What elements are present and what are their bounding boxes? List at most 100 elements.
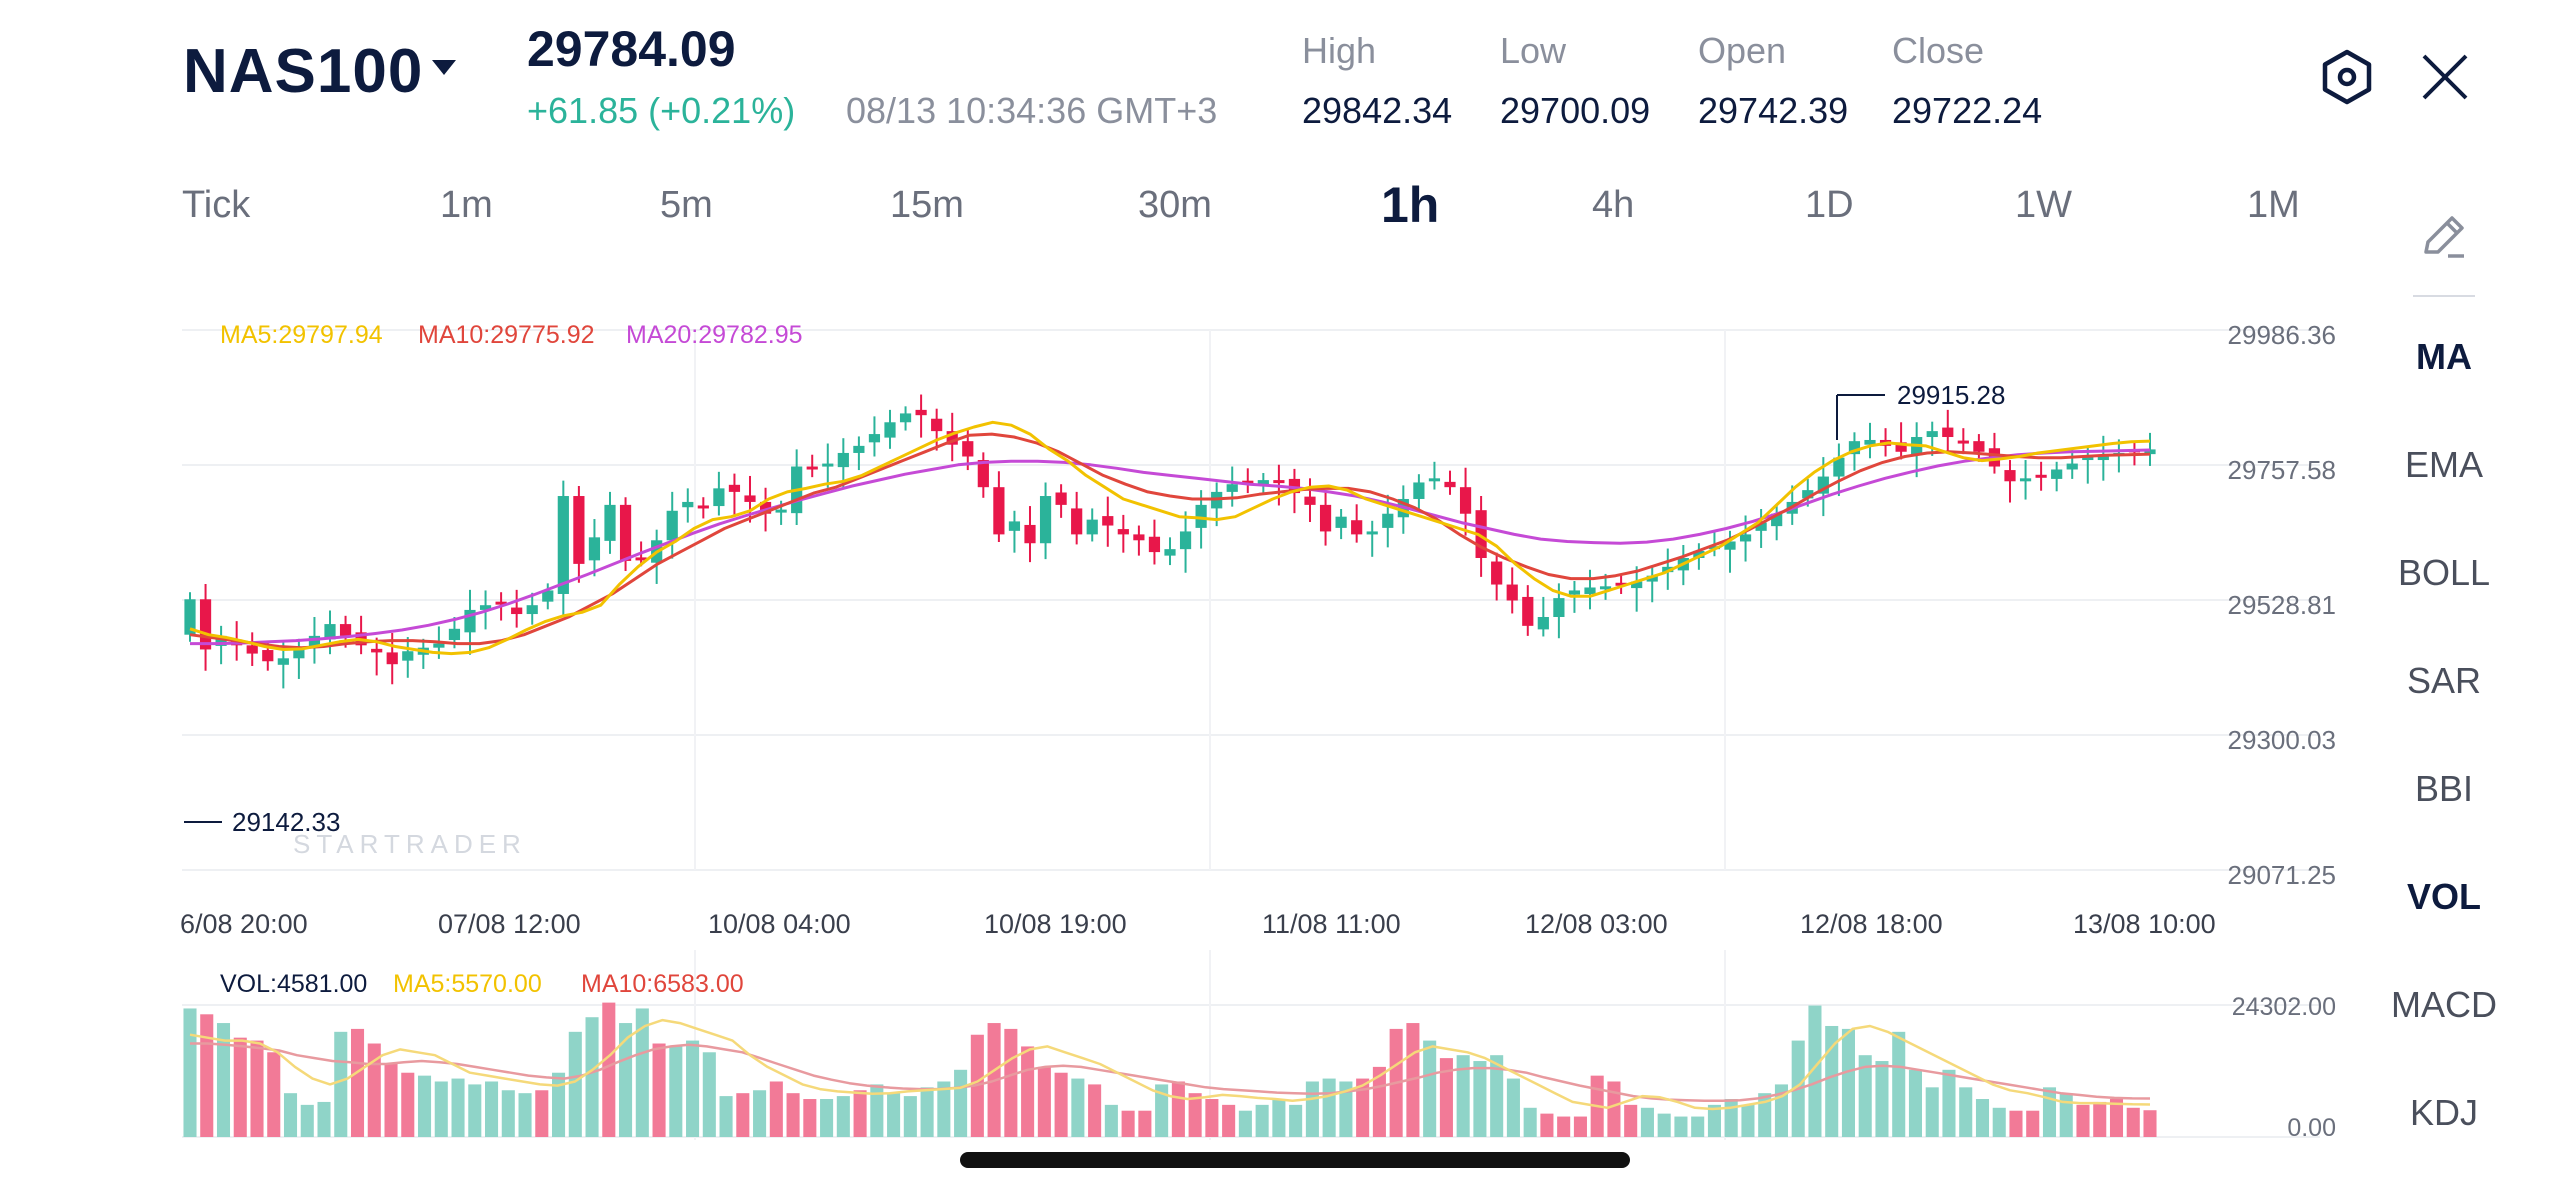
volume-bar (1959, 1087, 1973, 1137)
vol-y-tick-max: 24302.00 (2232, 993, 2336, 1021)
volume-bar (1255, 1104, 1269, 1137)
candle-body (1335, 516, 1347, 528)
candle-body (1491, 561, 1503, 585)
price-chart[interactable]: STARTRADER MA5:29797.94 MA10:29775.92 MA… (180, 300, 2340, 940)
x-tick-label: 10/08 04:00 (708, 909, 851, 939)
volume-bar (1456, 1055, 1470, 1137)
hexagon-settings-icon[interactable] (2318, 48, 2376, 106)
tab-30m[interactable]: 30m (1138, 184, 1212, 226)
indicator-vol[interactable]: VOL (2406, 876, 2481, 917)
candle-body (262, 650, 274, 662)
candle-body (1195, 504, 1207, 528)
home-indicator (960, 1152, 1630, 1168)
volume-bar (1490, 1055, 1504, 1137)
volume-bar (434, 1081, 448, 1137)
candle-body (1755, 522, 1767, 531)
x-tick-label: 12/08 18:00 (1800, 909, 1943, 939)
candle-body (1864, 439, 1876, 445)
tab-1d[interactable]: 1D (1805, 184, 1854, 226)
volume-bar (2026, 1110, 2040, 1137)
volume-bar (1892, 1031, 1906, 1137)
current-price: 29784.09 (527, 21, 736, 77)
volume-bar (870, 1084, 884, 1137)
candle-body (526, 605, 538, 615)
tab-15m[interactable]: 15m (890, 184, 964, 226)
indicator-ema[interactable]: EMA (2404, 444, 2483, 485)
y-tick-label: 29300.03 (2228, 725, 2336, 755)
volume-bar (903, 1096, 917, 1137)
tab-5m[interactable]: 5m (660, 184, 713, 226)
volume-bar (652, 1043, 666, 1137)
x-tick-label: 07/08 12:00 (438, 909, 581, 939)
candle-body (635, 557, 647, 561)
candle-body (588, 537, 601, 561)
candle-body (433, 643, 445, 648)
indicator-macd[interactable]: MACD (2391, 984, 2497, 1025)
volume-bar (1942, 1069, 1956, 1137)
candle-body (1226, 484, 1238, 492)
indicator-boll[interactable]: BOLL (2397, 552, 2491, 593)
indicator-ma[interactable]: MA (2416, 336, 2472, 377)
candle-body (1242, 480, 1254, 484)
tab-tick[interactable]: Tick (182, 184, 251, 226)
symbol-selector[interactable]: NAS100 (183, 37, 424, 106)
candle-body (1459, 487, 1472, 514)
volume-bar (1540, 1113, 1554, 1137)
volume-bar (233, 1037, 247, 1137)
volume-bar (1372, 1066, 1386, 1137)
candle-body (604, 504, 616, 541)
tab-1h[interactable]: 1h (1381, 177, 1440, 233)
candle-body (1413, 482, 1425, 499)
vol-legend: VOL:4581.00 (220, 970, 367, 998)
candle-body (495, 601, 507, 605)
indicator-kdj[interactable]: KDJ (2409, 1092, 2478, 1133)
pencil-icon[interactable] (2418, 210, 2470, 262)
volume-bar (2143, 1110, 2157, 1137)
indicator-bbi[interactable]: BBI (2414, 768, 2474, 809)
candle-body (1802, 490, 1814, 499)
indicator-sar[interactable]: SAR (2406, 660, 2482, 701)
candle-body (2097, 454, 2109, 461)
candle-body (1631, 581, 1643, 589)
candle-body (2066, 463, 2078, 470)
volume-bar (1724, 1099, 1738, 1137)
candle-body (1584, 587, 1596, 594)
candle-body (1646, 575, 1658, 582)
chevron-down-icon[interactable] (432, 60, 456, 75)
volume-bar (887, 1093, 901, 1137)
candle-body (199, 599, 212, 650)
volume-chart[interactable]: VOL:4581.00 MA5:5570.00 MA10:6583.00 243… (180, 950, 2340, 1150)
candle-body (246, 645, 258, 654)
volume-bar (518, 1093, 532, 1137)
candle-body (946, 431, 958, 445)
tab-1m[interactable]: 1m (440, 184, 493, 226)
x-tick-label: 12/08 03:00 (1525, 909, 1668, 939)
tab-1mo[interactable]: 1M (2247, 184, 2300, 226)
y-tick-label: 29528.81 (2228, 590, 2336, 620)
candle-body (573, 496, 585, 564)
candle-body (1599, 586, 1612, 590)
volume-bar (501, 1090, 515, 1137)
volume-bar (350, 1028, 365, 1137)
candle-body (1319, 504, 1332, 532)
tab-1w[interactable]: 1W (2015, 184, 2072, 226)
volume-bar (1356, 1078, 1370, 1137)
candle-body (2019, 478, 2032, 482)
volume-bar (1573, 1116, 1587, 1137)
candle-body (666, 510, 678, 541)
candle-body (1444, 481, 1456, 488)
close-icon[interactable] (2418, 50, 2472, 104)
volume-bar (1138, 1110, 1152, 1137)
candle-body (619, 504, 632, 561)
volume-bar (1691, 1116, 1705, 1137)
candle-body (728, 484, 741, 492)
candle-body (277, 658, 289, 665)
volume-bar (1238, 1110, 1252, 1137)
candle-body (1537, 616, 1549, 630)
volume-bar (1808, 1005, 1822, 1137)
tab-4h[interactable]: 4h (1592, 184, 1635, 226)
candle-body (1117, 529, 1129, 535)
candle-body (1288, 478, 1301, 494)
volume-bar (1205, 1099, 1219, 1137)
candle-body (962, 441, 974, 457)
